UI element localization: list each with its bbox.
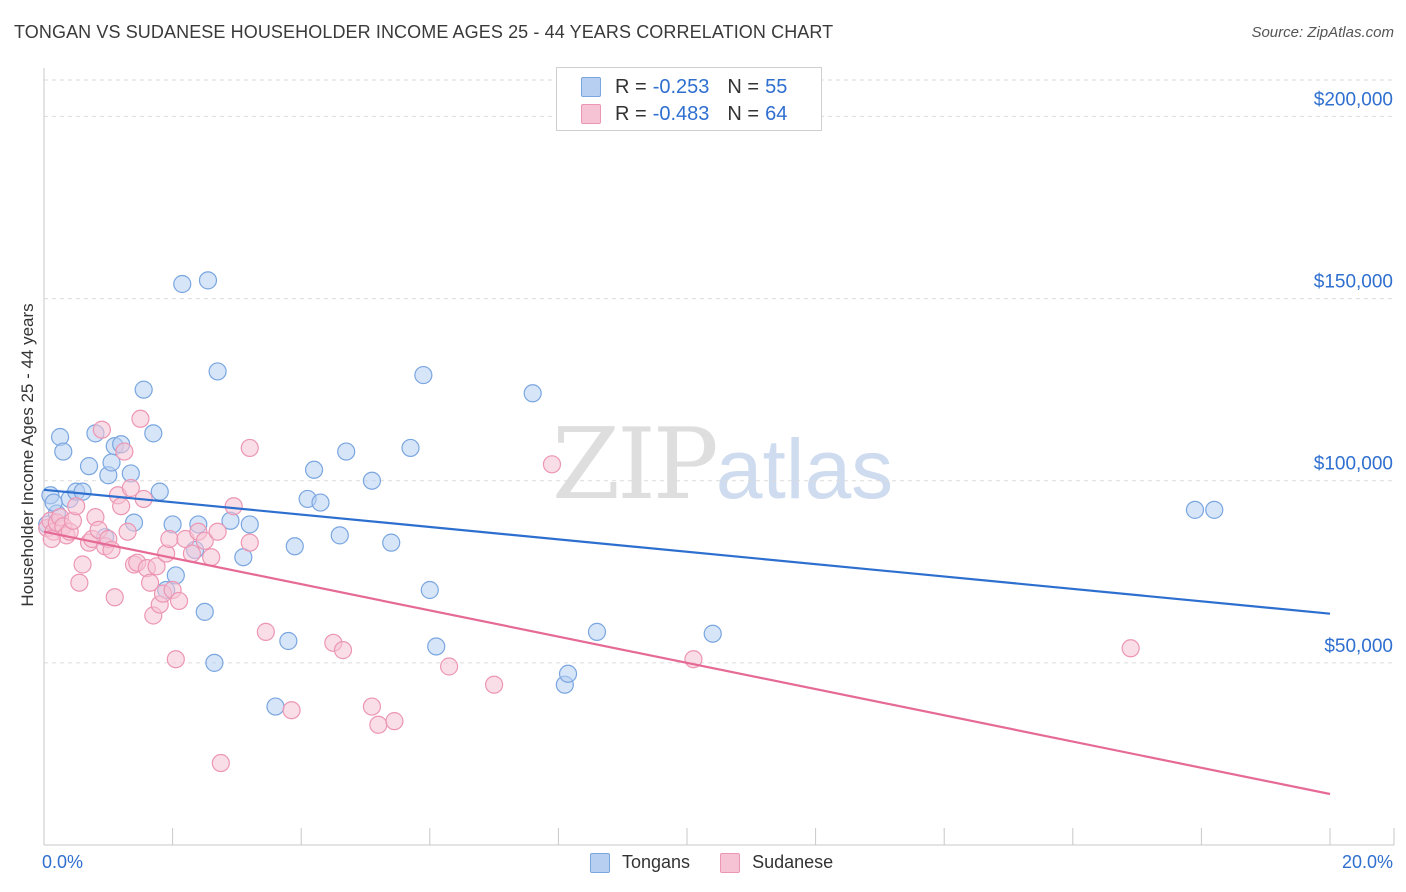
correlation-legend: R = -0.253 N = 55 R = -0.483 N = 64 xyxy=(556,67,822,131)
tongans-point xyxy=(382,533,401,552)
sudanese-point xyxy=(160,529,179,549)
tongans-point xyxy=(311,493,330,512)
sudanese-point xyxy=(240,438,259,458)
r-label: R = xyxy=(615,102,647,125)
sudanese-point xyxy=(439,657,459,676)
tongans-swatch xyxy=(581,77,601,97)
sudanese-point xyxy=(385,712,404,731)
sudanese-point xyxy=(92,420,111,439)
tongans-point xyxy=(558,664,578,683)
tongans-point xyxy=(587,622,607,641)
watermark-atlas: atlas xyxy=(715,422,894,516)
source-label: Source: ZipAtlas.com xyxy=(1251,24,1394,41)
tongans-legend-label: Tongans xyxy=(622,852,691,872)
tongans-point xyxy=(208,362,227,381)
tongans-trend-line xyxy=(43,488,1331,615)
watermark-zip: ZIP xyxy=(552,408,719,522)
sudanese-point xyxy=(240,533,259,552)
sudanese-point xyxy=(169,591,189,611)
sudanese-point xyxy=(202,548,221,567)
tongans-point xyxy=(427,637,446,656)
sudanese-point xyxy=(70,573,89,592)
n-value: 55 xyxy=(765,75,788,98)
tongans-point xyxy=(240,515,259,534)
tongans-point xyxy=(205,653,224,672)
sudanese-point xyxy=(542,455,562,474)
n-value: 64 xyxy=(765,102,788,125)
tongans-point xyxy=(401,438,420,458)
sudanese-point xyxy=(67,497,86,516)
tongans-point xyxy=(144,424,163,443)
sudanese-point xyxy=(166,650,185,669)
sudanese-point xyxy=(195,531,214,550)
x-tick-max: 20.0% xyxy=(1341,852,1393,872)
sudanese-point xyxy=(112,497,131,516)
sudanese-swatch xyxy=(581,104,601,124)
r-value: -0.253 xyxy=(652,75,710,98)
r-value: -0.483 xyxy=(652,102,710,125)
tongans-point xyxy=(1205,500,1224,519)
sudanese-point xyxy=(282,701,301,720)
y-tick-label: $100,000 xyxy=(1314,454,1393,475)
tongans-point xyxy=(414,365,433,385)
watermark: ZIPatlas xyxy=(552,408,893,522)
n-label: N = xyxy=(727,102,760,125)
tongans-point xyxy=(279,631,298,651)
tongans-point xyxy=(304,460,324,479)
chart-title: TONGAN VS SUDANESE HOUSEHOLDER INCOME AG… xyxy=(14,22,834,42)
sudanese-point xyxy=(485,675,504,694)
sudanese-point xyxy=(1121,639,1140,658)
sudanese-legend-label: Sudanese xyxy=(752,852,834,872)
sudanese-point xyxy=(73,555,92,574)
tongans-point xyxy=(195,602,214,621)
n-label: N = xyxy=(727,75,760,98)
sudanese-point xyxy=(333,641,353,660)
tongans-point xyxy=(54,442,73,461)
sudanese-point xyxy=(140,573,160,592)
y-axis-title: Householder Income Ages 25 - 44 years xyxy=(18,303,37,607)
sudanese-point xyxy=(362,697,382,716)
tongans-point xyxy=(330,526,349,545)
tongans-point xyxy=(150,482,169,501)
tongans-point xyxy=(703,624,722,643)
legend-item-sudanese[interactable]: Sudanese xyxy=(720,852,833,873)
sudanese-point xyxy=(224,497,243,516)
sudanese-point xyxy=(131,409,150,428)
y-tick-label: $150,000 xyxy=(1314,272,1393,293)
tongans-point xyxy=(1185,500,1205,519)
tongans-point xyxy=(285,537,304,556)
sudanese-point xyxy=(182,544,201,563)
sudanese-point xyxy=(256,622,275,641)
sudanese-point xyxy=(118,522,137,541)
sudanese-trend-line xyxy=(43,530,1331,796)
x-tick-min: 0.0% xyxy=(42,852,84,872)
y-tick-label: $200,000 xyxy=(1314,89,1393,110)
tongans-point xyxy=(420,580,439,600)
legend-item-tongans[interactable]: Tongans xyxy=(590,852,690,873)
sudanese-point xyxy=(105,588,124,607)
sudanese-point xyxy=(121,478,140,498)
sudanese-point xyxy=(115,442,134,461)
tongans-point xyxy=(523,384,542,403)
legend-row-sudanese: R = -0.483 N = 64 xyxy=(581,100,787,128)
legend-row-tongans: R = -0.253 N = 55 xyxy=(581,73,787,101)
tongans-point xyxy=(266,697,285,716)
tongans-point xyxy=(337,442,356,461)
sudanese-point xyxy=(369,715,388,734)
y-tick-label: $50,000 xyxy=(1324,636,1393,657)
tongans-legend-swatch xyxy=(590,852,610,873)
r-label: R = xyxy=(615,75,647,98)
series-legend: Tongans Sudanese xyxy=(590,852,863,873)
tongans-point xyxy=(79,457,99,476)
sudanese-point xyxy=(147,557,166,576)
sudanese-point xyxy=(211,753,230,773)
sudanese-legend-swatch xyxy=(720,852,741,873)
sudanese-point xyxy=(208,522,227,541)
tongans-point xyxy=(173,274,192,294)
tongans-point xyxy=(134,380,153,399)
tongans-point xyxy=(362,471,382,490)
tongans-point xyxy=(198,271,218,290)
